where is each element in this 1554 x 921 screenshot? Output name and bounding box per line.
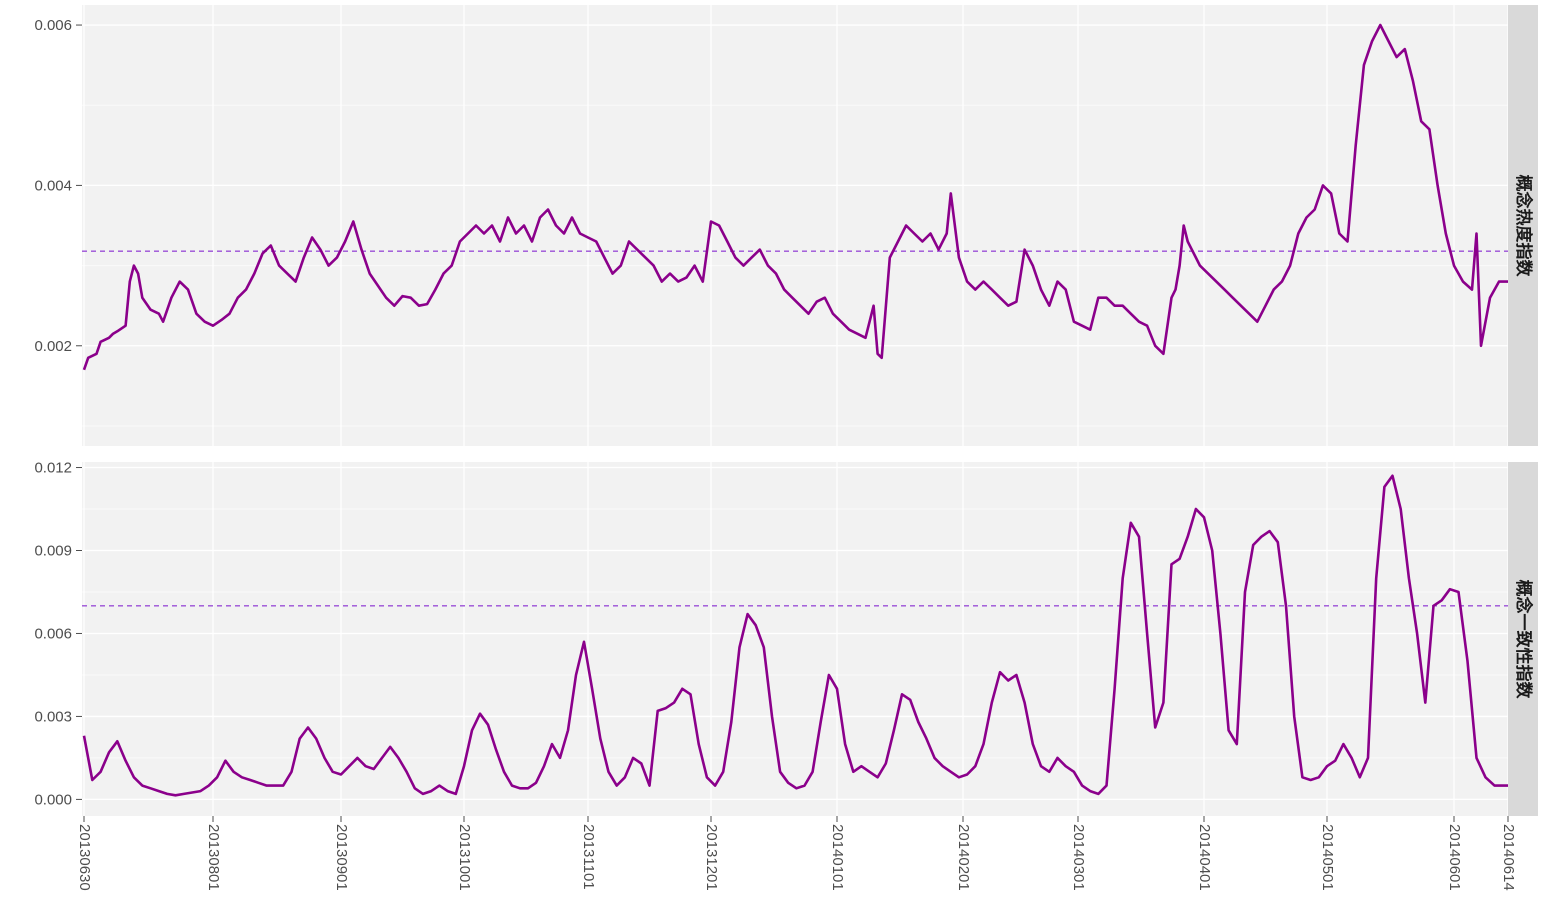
y-tick-label: 0.003 <box>34 708 72 725</box>
y-tick-label: 0.006 <box>34 17 72 34</box>
series-line <box>82 23 1508 371</box>
x-tick-label: 20140614 <box>1500 824 1517 891</box>
panel-consistency-index-background <box>82 462 1508 816</box>
panel-heat-index-background <box>82 5 1508 446</box>
x-tick-label: 20140301 <box>1070 824 1087 891</box>
x-tick-label: 20140101 <box>829 824 846 891</box>
panel-consistency-index-strip <box>1508 462 1538 816</box>
x-axis: 20130630 20130801 20130901 20131001 20131101… <box>76 816 1517 891</box>
x-tick-label: 20140201 <box>955 824 972 891</box>
x-tick-label: 20140501 <box>1319 824 1336 891</box>
panel-consistency-index: 0.000 0.003 0.006 0.009 0.012 概念一致性指数 <box>34 460 1538 816</box>
panel-consistency-index-y-axis: 0.000 0.003 0.006 0.009 0.012 <box>34 460 82 808</box>
y-tick-label: 0.002 <box>34 338 72 355</box>
x-tick-label: 20131101 <box>580 824 597 890</box>
panel-heat-index-strip <box>1508 5 1538 446</box>
x-tick-label: 20130630 <box>76 824 93 891</box>
y-tick-label: 0.009 <box>34 543 72 560</box>
panel-heat-index-y-axis: 0.002 0.004 0.006 <box>34 17 82 355</box>
panel-consistency-index-series <box>82 474 1508 797</box>
x-tick-label: 20140401 <box>1196 824 1213 891</box>
x-tick-label: 20140601 <box>1446 824 1463 891</box>
x-tick-label: 20130801 <box>205 824 222 891</box>
x-tick-label: 20131001 <box>456 824 473 891</box>
panel-heat-index-strip-label: 概念热度指数 <box>1513 175 1534 278</box>
panel-heat-index-grid <box>82 5 1509 446</box>
y-tick-label: 0.000 <box>34 791 72 808</box>
x-tick-label: 20130901 <box>333 824 350 891</box>
y-tick-label: 0.012 <box>34 460 72 477</box>
panel-consistency-index-grid <box>82 462 1509 816</box>
panel-heat-index: 0.002 0.004 0.006 概念热度指数 <box>34 5 1538 446</box>
y-tick-label: 0.004 <box>34 177 72 194</box>
series-line <box>82 474 1508 797</box>
panel-consistency-index-strip-label: 概念一致性指数 <box>1513 580 1534 700</box>
panel-heat-index-series <box>82 23 1508 371</box>
x-tick-label: 20131201 <box>703 824 720 891</box>
y-tick-label: 0.006 <box>34 625 72 642</box>
